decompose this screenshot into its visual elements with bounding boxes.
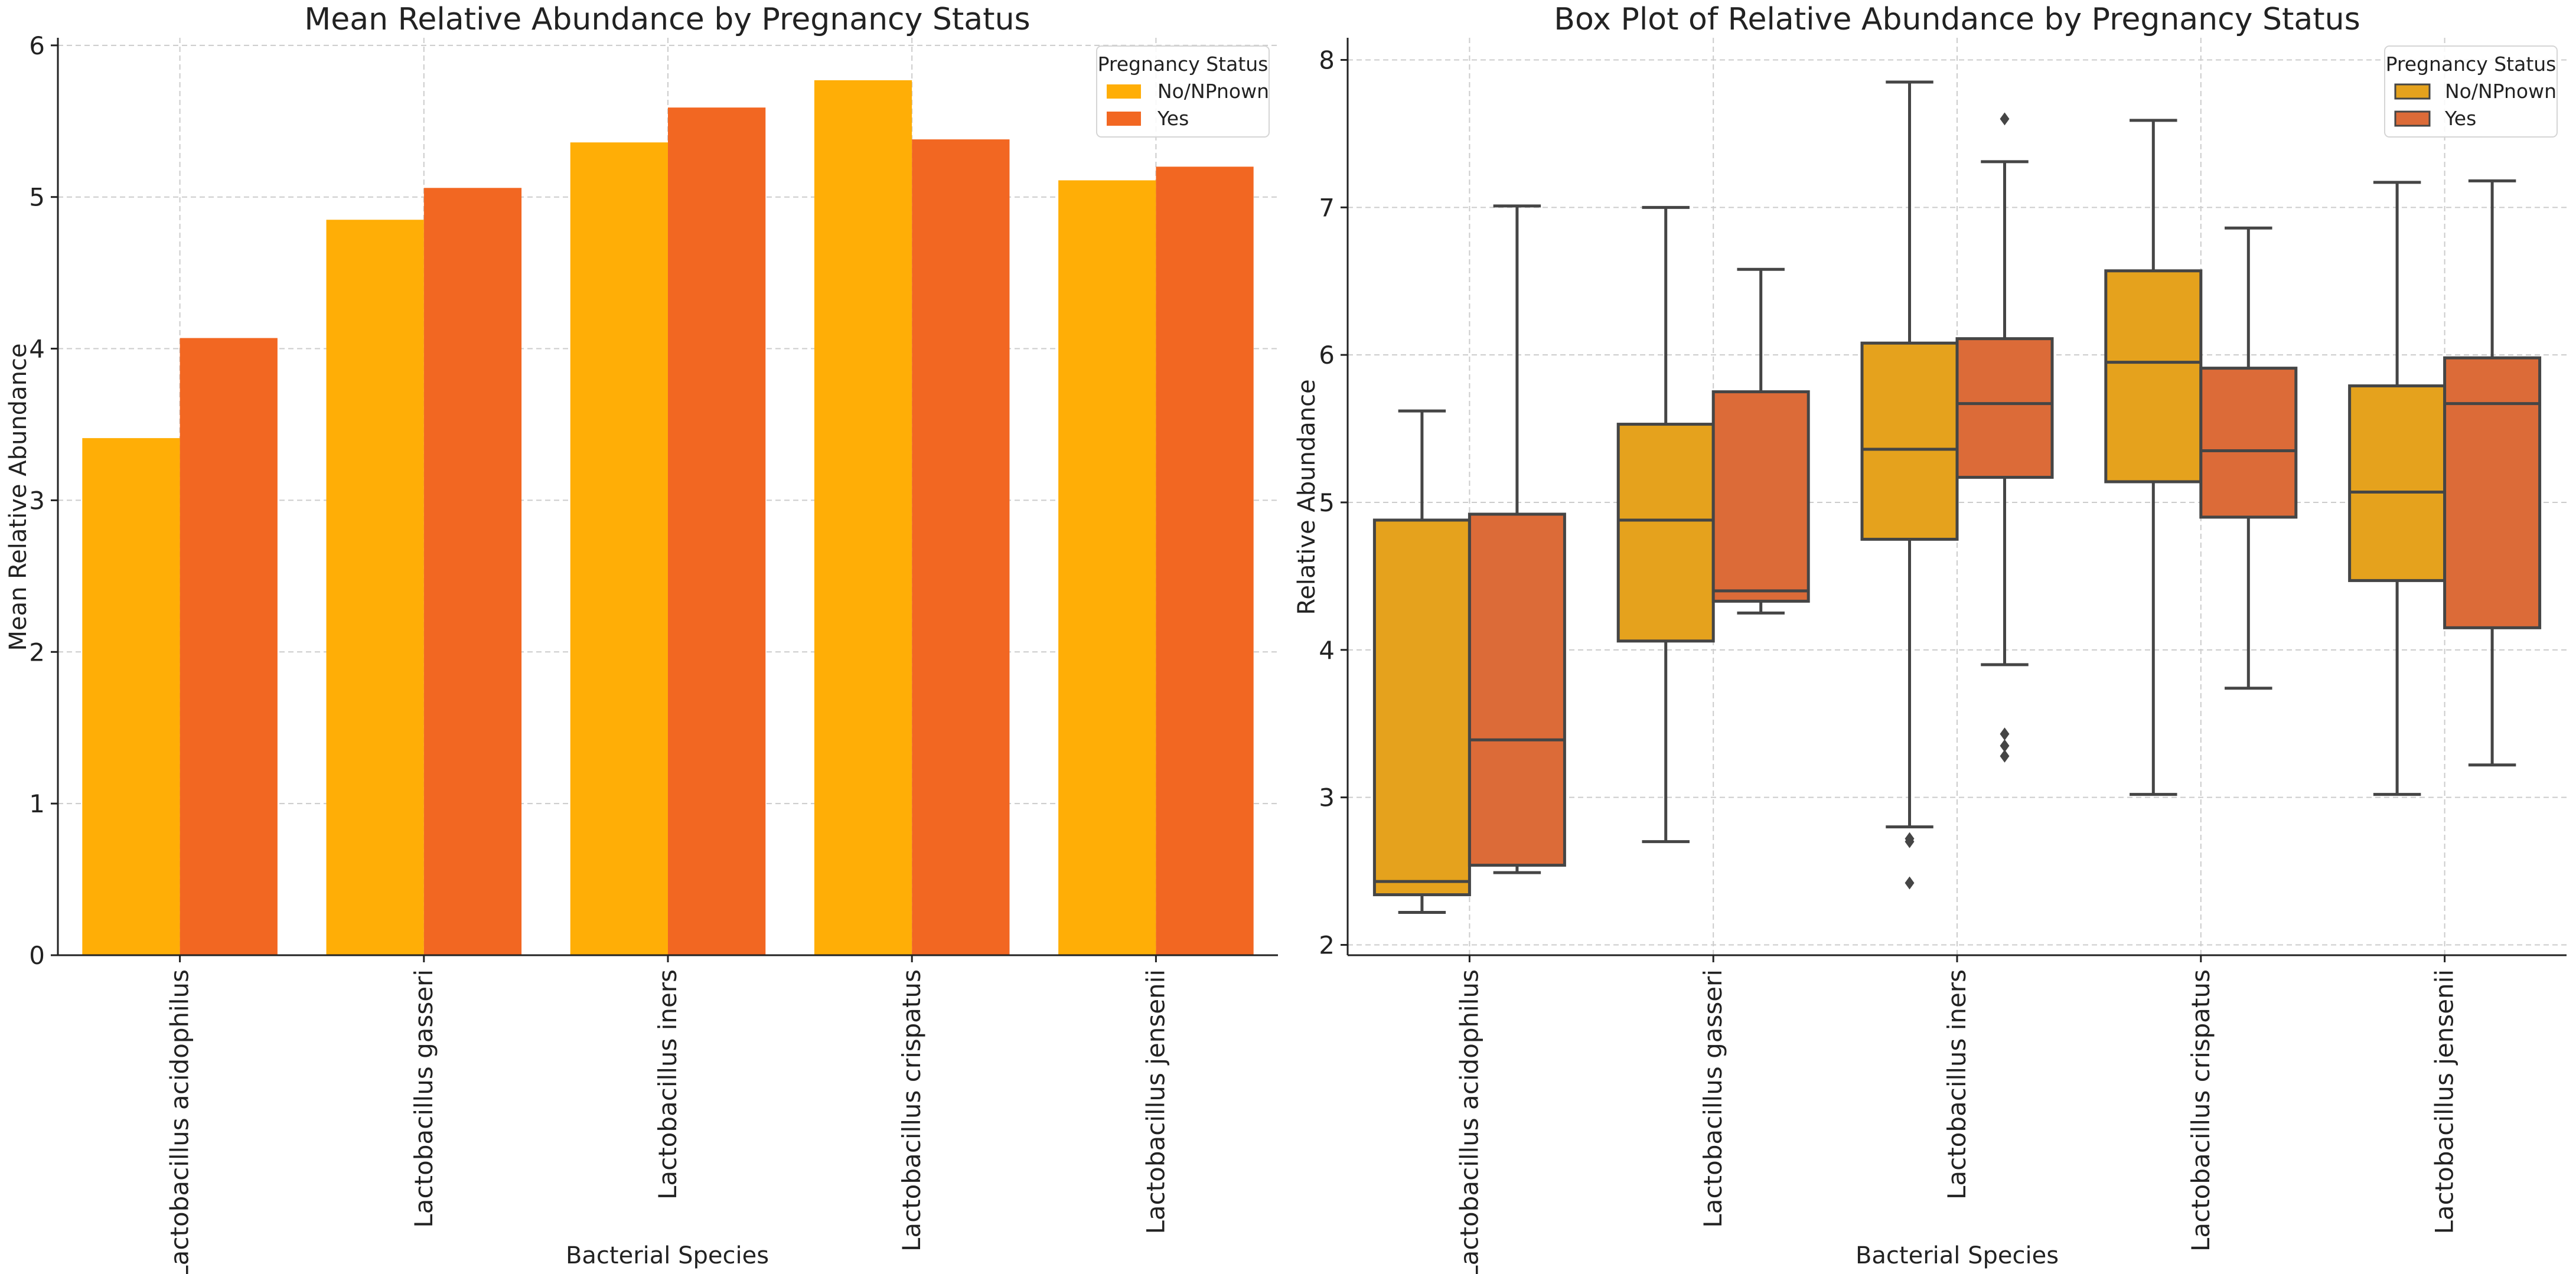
box-lactobacillus-crispatus-no-npnown: [2104, 119, 2203, 796]
bar-chart-x-tick-label-lactobacillus-acidophilus: Lactobacillus acidophilus: [165, 969, 194, 1274]
bar-chart-y-axis-label: Mean Relative Abundance: [5, 343, 32, 651]
box-lactobacillus-acidophilus-yes: [1468, 204, 1566, 874]
box-lactobacillus-jensenii-yes: [2443, 179, 2542, 767]
box-plot-panel: Box Plot of Relative Abundance by Pregna…: [1293, 2, 2567, 1274]
box-lactobacillus-iners-no-npnown-iqr-box: [1860, 341, 1959, 541]
box-lactobacillus-iners-yes-outlier: [2000, 749, 2010, 763]
box-lactobacillus-crispatus-no-npnown-iqr-box: [2104, 269, 2203, 484]
bar-chart-y-tick-label: 3: [29, 486, 45, 515]
box-lactobacillus-iners-yes-iqr-box: [1955, 337, 2054, 479]
box-lactobacillus-crispatus-yes-iqr-box: [2199, 367, 2298, 519]
box-lactobacillus-gasseri-yes-iqr-box: [1711, 390, 1810, 603]
bar-chart-bars: [82, 80, 1254, 956]
box-lactobacillus-gasseri-yes: [1711, 267, 1810, 615]
box-lactobacillus-iners-yes: [1955, 112, 2054, 763]
bar-chart-y-tick-label: 1: [29, 789, 45, 818]
box-plot-legend-label-yes: Yes: [2444, 107, 2476, 130]
box-plot-y-tick-label: 7: [1319, 193, 1335, 222]
box-plot-x-tick-label-lactobacillus-gasseri: Lactobacillus gasseri: [1698, 969, 1727, 1228]
bar-chart-y-tick-label: 4: [29, 335, 45, 364]
box-plot-title: Box Plot of Relative Abundance by Pregna…: [1554, 2, 2360, 37]
box-lactobacillus-crispatus-yes: [2199, 226, 2298, 690]
box-lactobacillus-acidophilus-yes-iqr-box: [1468, 512, 1566, 867]
bar-chart-legend-label-yes: Yes: [1157, 107, 1189, 130]
bar-lactobacillus-crispatus-no-npnown: [814, 80, 912, 955]
box-lactobacillus-gasseri-no-npnown: [1616, 205, 1715, 844]
bar-chart-y-tick-label: 2: [29, 638, 45, 667]
box-plot-y-tick-label: 3: [1319, 783, 1335, 812]
bar-chart-panel: Mean Relative Abundance by Pregnancy Sta…: [5, 2, 1278, 1274]
box-plot-x-tick-label-lactobacillus-crispatus: Lactobacillus crispatus: [2186, 969, 2215, 1252]
box-lactobacillus-iners-yes-outlier: [2000, 727, 2010, 741]
bar-chart-x-axis-label: Bacterial Species: [566, 1242, 769, 1269]
box-lactobacillus-jensenii-no-npnown-iqr-box: [2348, 384, 2447, 582]
box-plot-y-tick-label: 4: [1319, 636, 1335, 665]
bar-lactobacillus-gasseri-no-npnown: [326, 220, 424, 955]
bar-lactobacillus-jensenii-no-npnown: [1058, 180, 1156, 955]
box-plot-boxes: [1372, 80, 2542, 914]
bar-lactobacillus-gasseri-yes: [423, 188, 522, 956]
bar-chart-y-tick-label: 0: [29, 941, 45, 970]
bar-lactobacillus-acidophilus-no-npnown: [82, 438, 180, 955]
box-lactobacillus-gasseri-no-npnown-iqr-box: [1616, 423, 1715, 643]
bar-chart-x-tick-label-lactobacillus-gasseri: Lactobacillus gasseri: [409, 969, 438, 1228]
box-plot-legend-label-no: No/NPnown: [2445, 80, 2557, 103]
bar-lactobacillus-jensenii-yes: [1156, 166, 1254, 955]
bar-chart-x-tick-label-lactobacillus-jensenii: Lactobacillus jensenii: [1141, 969, 1170, 1234]
box-plot-x-tick-label-lactobacillus-jensenii: Lactobacillus jensenii: [2430, 969, 2459, 1234]
box-plot-x-tick-label-lactobacillus-iners: Lactobacillus iners: [1942, 969, 1971, 1200]
box-lactobacillus-iners-yes-outlier: [2000, 739, 2010, 753]
box-plot-x-tick-label-lactobacillus-acidophilus: Lactobacillus acidophilus: [1455, 969, 1483, 1274]
bar-lactobacillus-iners-yes: [668, 107, 766, 955]
bar-lactobacillus-crispatus-yes: [912, 139, 1010, 956]
box-lactobacillus-iners-no-npnown-outlier: [1905, 832, 1915, 845]
box-plot-legend-swatch-yes: [2394, 110, 2431, 127]
box-lactobacillus-acidophilus-no-npnown-iqr-box: [1372, 518, 1471, 897]
bar-chart-x-tick-label-lactobacillus-crispatus: Lactobacillus crispatus: [897, 969, 926, 1252]
box-lactobacillus-iners-yes-outlier: [2000, 112, 2010, 126]
box-plot-y-tick-label: 2: [1319, 931, 1335, 960]
bar-lactobacillus-iners-no-npnown: [570, 142, 668, 956]
bar-chart-y-ticks: 0 1 2 3 4 5 6: [29, 31, 58, 970]
box-lactobacillus-acidophilus-no-npnown: [1372, 409, 1471, 914]
box-plot-legend-title: Pregnancy Status: [2386, 53, 2557, 76]
box-lactobacillus-jensenii-yes-iqr-box: [2443, 356, 2542, 629]
box-plot-x-ticks: Lactobacillus acidophilus Lactobacillus g…: [1455, 955, 2459, 1274]
box-plot-y-tick-label: 6: [1319, 341, 1335, 370]
bar-chart-legend: Pregnancy Status No/NPnown Yes: [1096, 45, 1270, 138]
bar-chart-x-tick-label-lactobacillus-iners: Lactobacillus iners: [653, 969, 682, 1200]
box-plot-x-axis-label: Bacterial Species: [1856, 1242, 2059, 1269]
box-plot-legend-swatch-no: [2394, 83, 2431, 100]
box-plot-y-ticks: 2 3 4 5 6 7 8: [1319, 45, 1348, 960]
bar-chart-legend-title: Pregnancy Status: [1098, 53, 1269, 76]
bar-chart-legend-swatch-yes: [1107, 112, 1141, 126]
bar-chart-x-ticks: Lactobacillus acidophilus Lactobacillus g…: [165, 955, 1170, 1274]
box-plot-y-tick-label: 8: [1319, 45, 1335, 74]
bar-chart-title: Mean Relative Abundance by Pregnancy Sta…: [304, 2, 1030, 37]
bar-chart-y-tick-label: 6: [29, 31, 45, 60]
box-plot-y-axis-label: Relative Abundance: [1293, 379, 1320, 615]
bar-chart-legend-swatch-no: [1107, 84, 1141, 99]
box-plot-legend: Pregnancy Status No/NPnown Yes: [2384, 45, 2558, 138]
box-lactobacillus-iners-no-npnown-outlier: [1905, 876, 1915, 890]
bar-chart-legend-label-no: No/NPnown: [1157, 80, 1269, 103]
box-plot-y-tick-label: 5: [1319, 488, 1335, 517]
bar-lactobacillus-acidophilus-yes: [180, 338, 278, 956]
bar-chart-y-tick-label: 5: [29, 183, 45, 212]
